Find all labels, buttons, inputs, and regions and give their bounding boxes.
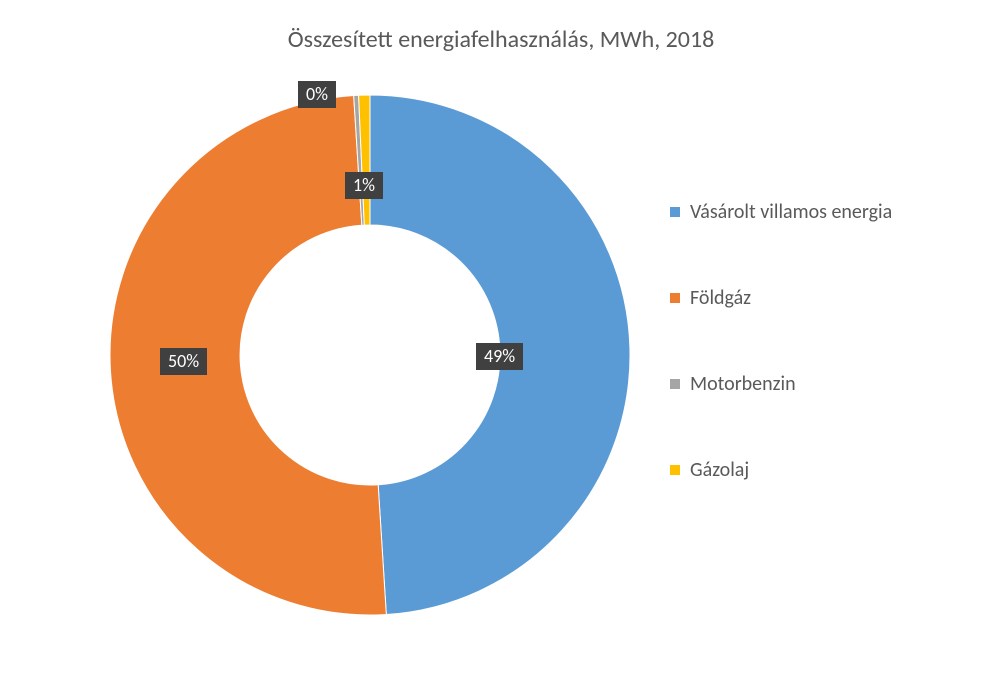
legend: Vásárolt villamos energia Földgáz Motorb…	[670, 200, 970, 544]
legend-item-1: Földgáz	[670, 286, 970, 310]
chart-container: Összesített energiafelhasználás, MWh, 20…	[0, 0, 1002, 687]
legend-swatch-1	[670, 293, 680, 303]
legend-label-1: Földgáz	[690, 286, 751, 310]
legend-item-2: Motorbenzin	[670, 372, 970, 396]
legend-item-0: Vásárolt villamos energia	[670, 200, 970, 224]
data-label-slice-3: 1%	[345, 172, 383, 199]
legend-item-3: Gázolaj	[670, 458, 970, 482]
data-label-slice-0: 49%	[476, 343, 523, 370]
legend-swatch-0	[670, 207, 680, 217]
legend-label-3: Gázolaj	[690, 458, 749, 482]
legend-label-0: Vásárolt villamos energia	[690, 200, 892, 224]
legend-swatch-3	[670, 465, 680, 475]
legend-label-2: Motorbenzin	[690, 372, 796, 396]
chart-title: Összesített energiafelhasználás, MWh, 20…	[0, 25, 1002, 54]
legend-swatch-2	[670, 379, 680, 389]
data-label-slice-2: 0%	[298, 81, 336, 108]
data-label-slice-1: 50%	[160, 348, 207, 375]
